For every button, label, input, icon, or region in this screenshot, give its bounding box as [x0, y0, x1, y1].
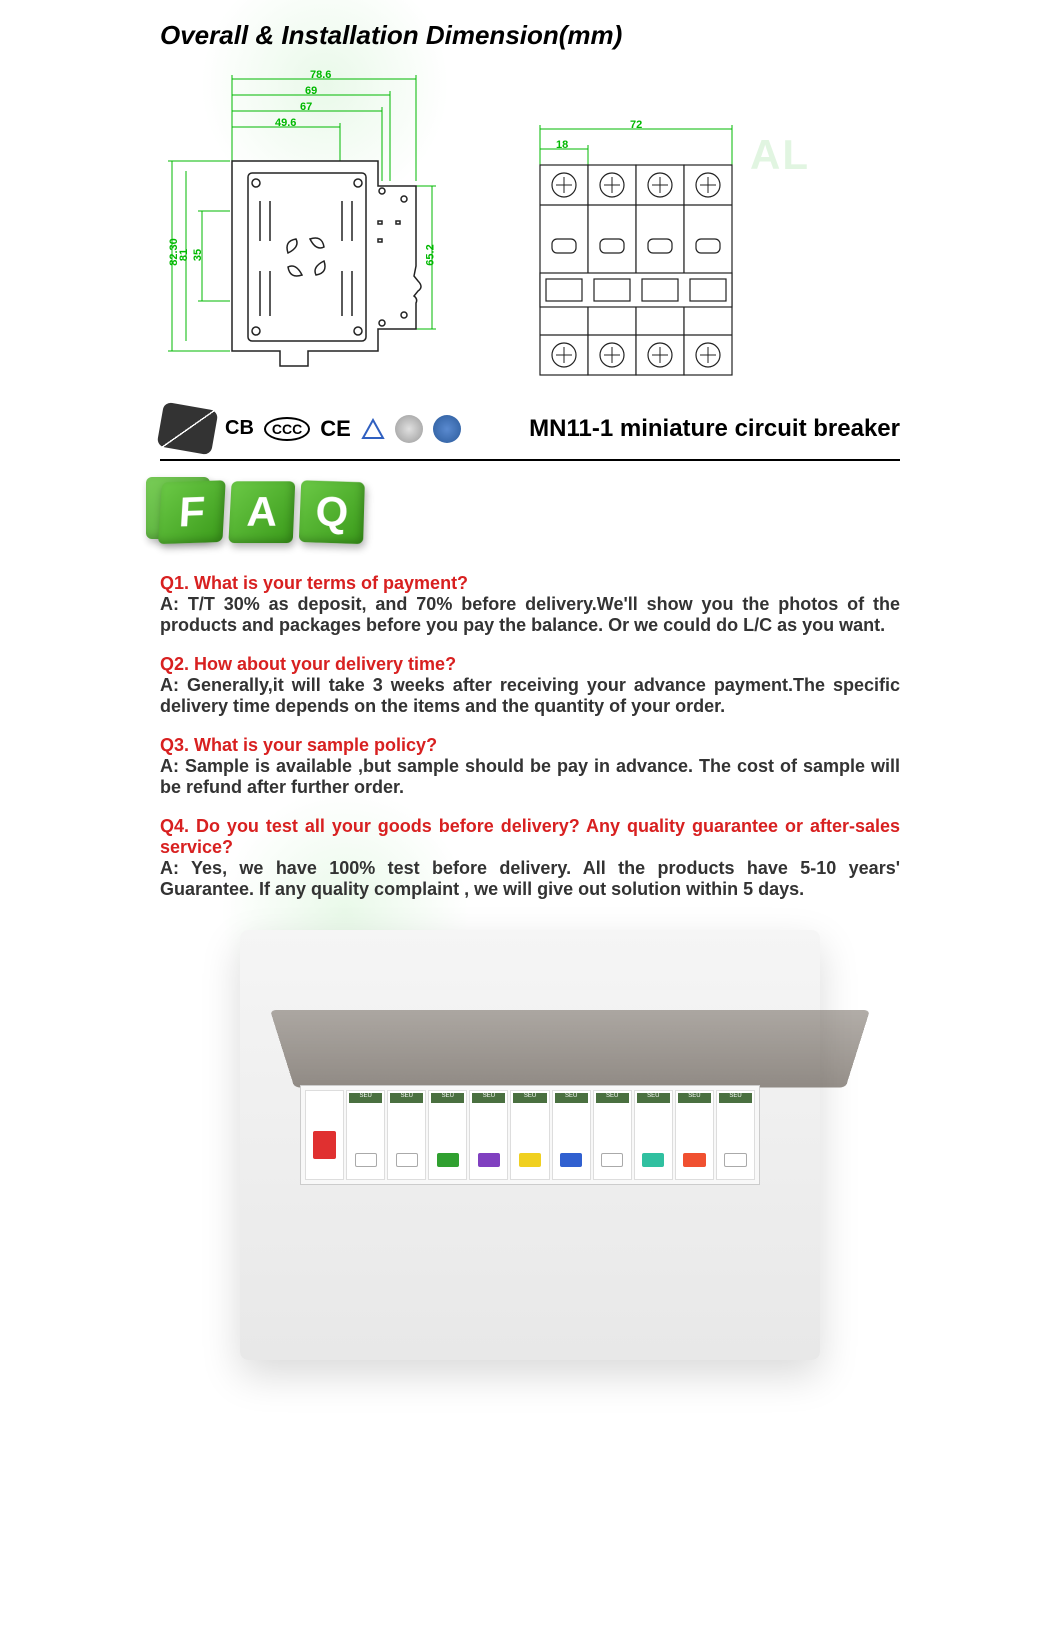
breaker-switch [560, 1153, 582, 1167]
faq-cube-q: Q [299, 480, 365, 544]
breaker-brand-label: SEU [431, 1093, 464, 1103]
breaker-brand-label: SEU [349, 1093, 382, 1103]
cert-badge-silver-icon [395, 415, 423, 443]
cert-badge-blue-icon [433, 415, 461, 443]
breaker-module: SEU [675, 1090, 714, 1180]
faq-answer: A: Generally,it will take 3 weeks after … [160, 675, 900, 717]
breaker-module: SEU [593, 1090, 632, 1180]
watermark: AL [750, 131, 810, 179]
faq-answer: A: T/T 30% as deposit, and 70% before de… [160, 594, 900, 636]
distribution-box-photo: SEU SEU SEU SEU SEU SEU SEU SEU SEU SEU [240, 930, 820, 1360]
dim-top-3: 67 [300, 101, 312, 113]
dim-left-mid: 81 [178, 249, 190, 261]
dim-front-top: 72 [630, 119, 642, 131]
dim-top-1: 78.6 [310, 69, 331, 81]
breaker-brand-label: SEU [678, 1093, 711, 1103]
dim-top-2: 69 [305, 85, 317, 97]
faq-item: Q3. What is your sample policy? A: Sampl… [160, 735, 900, 798]
cert-ce: CE [320, 416, 351, 442]
faq-cube-a: A [228, 481, 295, 543]
cert-cb: CB [225, 417, 254, 440]
main-switch [313, 1131, 335, 1159]
breaker-switch [601, 1153, 623, 1167]
product-name: MN11-1 miniature circuit breaker [529, 415, 900, 443]
faq-answer: A: Yes, we have 100% test before deliver… [160, 858, 900, 900]
breaker-brand-label: SEU [513, 1093, 546, 1103]
breaker-module [305, 1090, 344, 1180]
diagram-front-view: AL [520, 121, 750, 386]
company-logo-icon [157, 402, 219, 456]
breaker-strip: SEU SEU SEU SEU SEU SEU SEU SEU SEU SEU [300, 1085, 760, 1185]
breaker-module: SEU [469, 1090, 508, 1180]
breaker-switch [478, 1153, 500, 1167]
breaker-switch [396, 1153, 418, 1167]
faq-question: Q2. How about your delivery time? [160, 654, 900, 675]
breaker-brand-label: SEU [596, 1093, 629, 1103]
cert-triangle-icon [361, 418, 385, 440]
breaker-module: SEU [716, 1090, 755, 1180]
dim-front-module: 18 [556, 139, 568, 151]
dim-left-inner: 35 [192, 249, 204, 261]
faq-question: Q4. Do you test all your goods before de… [160, 816, 900, 858]
faq-cube-f: F [158, 480, 226, 544]
breaker-brand-label: SEU [472, 1093, 505, 1103]
breaker-switch [519, 1153, 541, 1167]
breaker-switch [724, 1153, 746, 1167]
dim-right: 65.2 [425, 244, 437, 265]
breaker-brand-label: SEU [555, 1093, 588, 1103]
dimension-diagrams: 78.6 69 67 49.6 82.30 81 35 65.2 AL [160, 71, 900, 386]
dim-top-4: 49.6 [275, 117, 296, 129]
diagram-side-view: 78.6 69 67 49.6 82.30 81 35 65.2 [160, 71, 460, 386]
breaker-module: SEU [428, 1090, 467, 1180]
faq-list: Q1. What is your terms of payment? A: T/… [160, 573, 900, 900]
breaker-brand-label: SEU [719, 1093, 752, 1103]
breaker-module: SEU [634, 1090, 673, 1180]
section-title: Overall & Installation Dimension(mm) [160, 20, 900, 51]
breaker-switch [683, 1153, 705, 1167]
breaker-brand-label: SEU [637, 1093, 670, 1103]
faq-heading-cubes: F A Q [158, 481, 902, 543]
faq-item: Q1. What is your terms of payment? A: T/… [160, 573, 900, 636]
faq-item: Q4. Do you test all your goods before de… [160, 816, 900, 900]
cert-ccc: CCC [264, 417, 310, 441]
breaker-module: SEU [510, 1090, 549, 1180]
breaker-switch [437, 1153, 459, 1167]
breaker-module: SEU [387, 1090, 426, 1180]
faq-item: Q2. How about your delivery time? A: Gen… [160, 654, 900, 717]
breaker-module: SEU [346, 1090, 385, 1180]
faq-question: Q3. What is your sample policy? [160, 735, 900, 756]
breaker-switch [355, 1153, 377, 1167]
breaker-switch [642, 1153, 664, 1167]
breaker-module: SEU [552, 1090, 591, 1180]
certification-row: CB CCC CE MN11-1 miniature circuit break… [160, 406, 900, 461]
faq-question: Q1. What is your terms of payment? [160, 573, 900, 594]
breaker-brand-label: SEU [390, 1093, 423, 1103]
box-lid [270, 1010, 870, 1087]
faq-answer: A: Sample is available ,but sample shoul… [160, 756, 900, 798]
